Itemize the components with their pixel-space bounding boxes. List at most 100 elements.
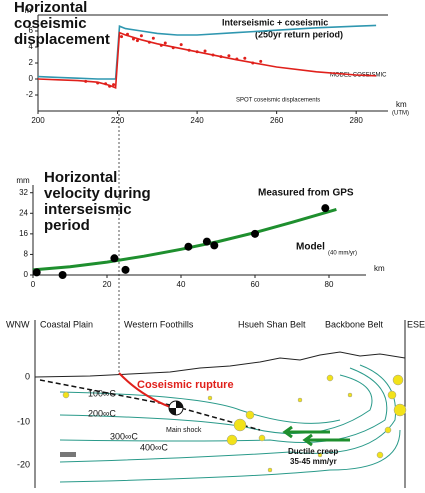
chart-title-line: interseismic [44,201,132,218]
data-point [219,55,223,59]
data-point [321,204,330,213]
rupture-label: Coseismic rupture [137,379,234,391]
data-point [210,241,219,250]
topography [34,351,406,378]
series-line [37,24,377,80]
series-line [32,207,337,272]
region-label: Hsueh Shan Belt [238,319,306,329]
data-point [179,43,183,47]
data-point [131,37,135,41]
y-tick-label: 32 [19,188,28,197]
data-point [121,265,130,274]
data-point [147,40,151,44]
isotherm [59,429,401,483]
data-point [235,57,239,61]
data-point [243,56,247,60]
data-point [227,54,231,58]
data-point [96,81,100,85]
data-point [251,61,255,65]
data-point [135,39,139,43]
data-point [259,59,263,63]
chart-title-line: Horizontal [44,169,117,186]
x-tick-label: 60 [251,280,260,289]
isotherm-label: 100∞C [88,388,116,398]
depth-label: -10 [17,416,30,426]
data-point [112,83,116,87]
depth-label: 0 [25,371,30,381]
focal-mechanism-fill [169,401,183,415]
series-label: SPOT coseismic displacements [236,98,320,104]
x-tick-label: 20 [103,280,112,289]
data-point [163,41,167,45]
x-tick-label: 240 [190,116,204,125]
y-tick-label: 0 [24,270,29,279]
data-point [195,50,199,54]
chart-title: Horizontal velocity during interseismic per… [44,169,151,234]
y-tick-label: -2 [26,90,34,99]
x-tick-label: 40 [177,280,186,289]
x-tick-label: 280 [350,116,364,125]
series-label: Model [296,242,325,253]
y-tick-label: 0 [29,74,34,83]
chart-title-line: period [44,217,90,234]
series-label: Measured from GPS [258,188,354,199]
chart-title-line: Horizontal [14,0,87,16]
data-point [120,35,124,39]
region-label: Coastal Plain [40,319,93,329]
region-label: Backbone Belt [325,319,384,329]
seismicity [62,374,407,473]
direction-label: ESE [407,319,425,329]
data-point [251,229,259,238]
data-point [139,34,143,38]
y-axis-label: mm [16,176,30,185]
data-point [151,36,155,40]
creep-label: Ductile creep [288,447,338,456]
y-tick-label: 4 [29,42,34,51]
isotherm-label: 300∞C [110,431,138,441]
data-point [32,268,41,277]
chart-title-line: displacement [14,31,110,48]
chart-title: Horizontal coseismic displacement [14,0,110,48]
data-point [203,49,207,53]
y-tick-label: 16 [19,229,28,238]
data-point [110,254,119,263]
cross-section: WNW ESE Coastal Plain Western Foothills … [6,110,425,488]
chart-title-line: velocity during [44,185,151,202]
isotherm [59,374,373,435]
creep-rate: 35-45 mm/yr [290,457,337,466]
y-tick-label: 6 [29,26,34,35]
x-tick-label: 0 [31,280,36,289]
isotherm [59,367,388,443]
x-tick-label: 260 [270,116,284,125]
x-tick-label: 220 [111,116,125,125]
series-line [37,31,377,89]
creep-arrow [282,425,350,447]
x-axis-sublabel: (UTM) [392,111,409,117]
scale-bar [60,452,76,457]
isotherm [59,391,341,424]
series-label: Interseismic + coseismic [222,17,328,27]
y-tick-label: 8 [24,250,29,259]
y-axis-label: m [25,6,32,15]
annotation: (40 mm/yr) [328,251,357,257]
data-point [202,237,211,246]
data-point [104,82,108,86]
data-point [171,46,175,50]
data-point [58,271,67,279]
data-point [187,48,191,52]
isotherm-label: 200∞C [88,408,116,418]
data-point [125,32,129,36]
isotherm-label: 400∞C [140,442,168,452]
data-point [84,79,88,83]
data-point [159,43,163,47]
direction-label: WNW [6,319,30,329]
x-tick-label: 80 [325,280,334,289]
depth-label: -20 [17,459,30,469]
y-tick-label: 2 [29,58,34,67]
annotation: (250yr return period) [255,29,343,39]
data-point [108,84,112,88]
data-point [184,242,193,251]
y-tick-label: 24 [19,208,28,217]
data-point [211,53,215,57]
